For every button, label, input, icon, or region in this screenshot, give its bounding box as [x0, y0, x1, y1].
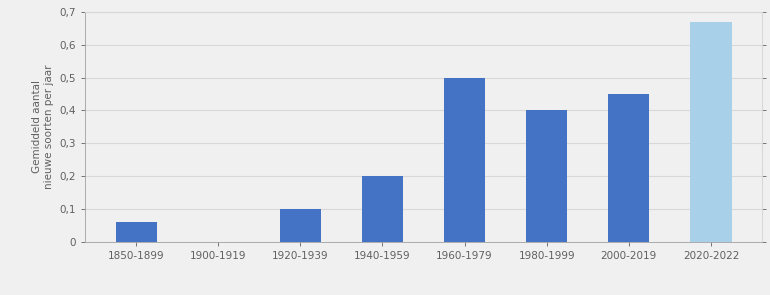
Bar — [362, 176, 403, 242]
Bar — [526, 110, 567, 242]
Bar — [608, 94, 649, 242]
Bar — [280, 209, 321, 242]
Bar — [691, 22, 732, 242]
Bar — [444, 78, 485, 242]
Y-axis label: Gemiddeld aantal
nieuwe soorten per jaar: Gemiddeld aantal nieuwe soorten per jaar — [32, 65, 54, 189]
Bar — [116, 222, 156, 242]
